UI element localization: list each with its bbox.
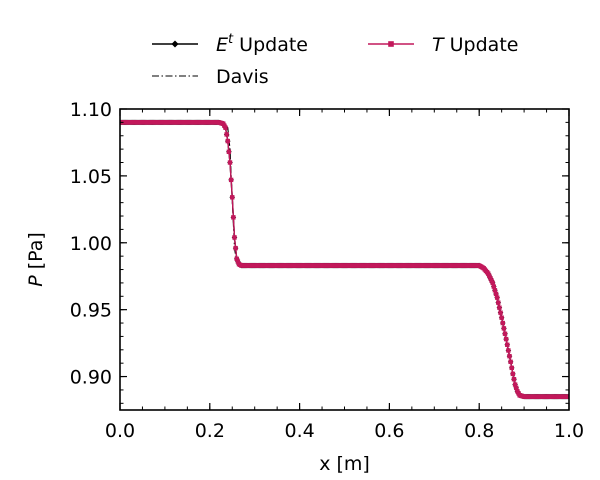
y-axis-label-unit: [Pa]	[25, 232, 47, 275]
y-tick-label: 0.95	[70, 300, 112, 322]
legend-entry-0: Et Update	[152, 32, 308, 56]
series-2-marker	[508, 359, 513, 365]
legend-marker-0	[171, 40, 179, 48]
x-tick-label: 0.0	[105, 420, 135, 442]
series-line-0	[120, 121, 569, 398]
series-layer	[120, 119, 569, 400]
series-2-marker	[485, 271, 491, 276]
legend-entry-2: T Update	[368, 34, 518, 56]
series-0	[120, 119, 569, 400]
legend-label-0: Et Update	[216, 32, 308, 56]
series-2-marker	[225, 138, 230, 144]
series-2-marker	[506, 348, 511, 353]
y-tick-label: 1.00	[70, 233, 112, 255]
legend-label-main: Davis	[216, 66, 269, 88]
series-2-marker	[224, 132, 229, 137]
series-line-1	[120, 121, 569, 398]
series-2-marker	[489, 278, 494, 283]
series-2-marker	[487, 273, 492, 279]
legend-label-superscript: t	[228, 32, 234, 47]
series-2-marker	[509, 365, 514, 371]
plot-area: 0.0 0.2 0.4 0.6 0.8 1.0 0.90 0.95 1.00 1.05 1.10	[70, 99, 584, 442]
series-2-marker	[226, 149, 232, 155]
series-2-marker	[496, 300, 501, 305]
series-2-marker	[234, 256, 239, 262]
x-tick-label: 0.2	[195, 420, 225, 442]
series-2-marker	[507, 353, 512, 359]
series-2-marker	[512, 382, 518, 387]
series-2-marker	[494, 295, 500, 300]
legend-entry-1: Davis	[152, 66, 269, 88]
ticks-layer: 0.0 0.2 0.4 0.6 0.8 1.0 0.90 0.95 1.00 1.05 1.10	[70, 99, 584, 442]
series-2-marker	[231, 215, 236, 220]
series-2-marker	[500, 320, 505, 326]
plot-frame	[119, 108, 570, 411]
series-2-marker	[491, 284, 496, 289]
series-2-marker	[493, 291, 499, 297]
series-2-marker	[503, 336, 509, 342]
legend-label-main: T	[432, 34, 445, 56]
legend-label-rest: Update	[444, 34, 519, 56]
series-2-marker	[505, 342, 510, 347]
y-axis-label: P [Pa]	[25, 232, 47, 287]
series-2-marker	[514, 385, 519, 391]
series-2-marker	[232, 235, 237, 240]
series-2-marker	[223, 125, 228, 130]
legend-label-main: E	[216, 34, 228, 56]
series-2-marker	[497, 305, 502, 310]
y-tick-label: 0.90	[70, 367, 112, 389]
x-tick-label: 0.6	[374, 420, 404, 442]
series-2-marker	[233, 245, 238, 251]
series-2-marker	[492, 288, 498, 293]
x-tick-label: 0.8	[464, 420, 494, 442]
series-2-marker	[511, 377, 517, 382]
series-2-marker	[230, 195, 235, 200]
series-2-marker	[499, 315, 504, 320]
series-2-marker	[227, 160, 233, 165]
x-tick-label: 1.0	[554, 420, 584, 442]
series-2-marker	[498, 310, 503, 315]
y-tick-label: 1.05	[70, 166, 112, 188]
series-1	[120, 121, 569, 398]
series-2-marker	[490, 280, 495, 286]
series-2-marker	[510, 371, 516, 377]
legend-label-rest: Update	[233, 34, 308, 56]
x-tick-label: 0.4	[284, 420, 314, 442]
y-tick-label: 1.10	[70, 99, 112, 121]
legend-marker-2	[388, 41, 394, 47]
series-2-marker	[566, 394, 569, 399]
x-axis-label: x [m]	[319, 453, 370, 475]
legend-label-2: T Update	[432, 34, 518, 56]
legend-label-1: Davis	[216, 66, 269, 88]
series-line-2	[120, 121, 569, 398]
series-2	[120, 120, 569, 399]
series-2-marker	[488, 276, 493, 281]
series-2-marker	[502, 331, 508, 336]
series-2-marker	[235, 259, 241, 264]
series-2-marker	[228, 177, 234, 183]
series-2-marker	[501, 326, 507, 331]
y-axis-label-italic: P	[25, 275, 47, 287]
